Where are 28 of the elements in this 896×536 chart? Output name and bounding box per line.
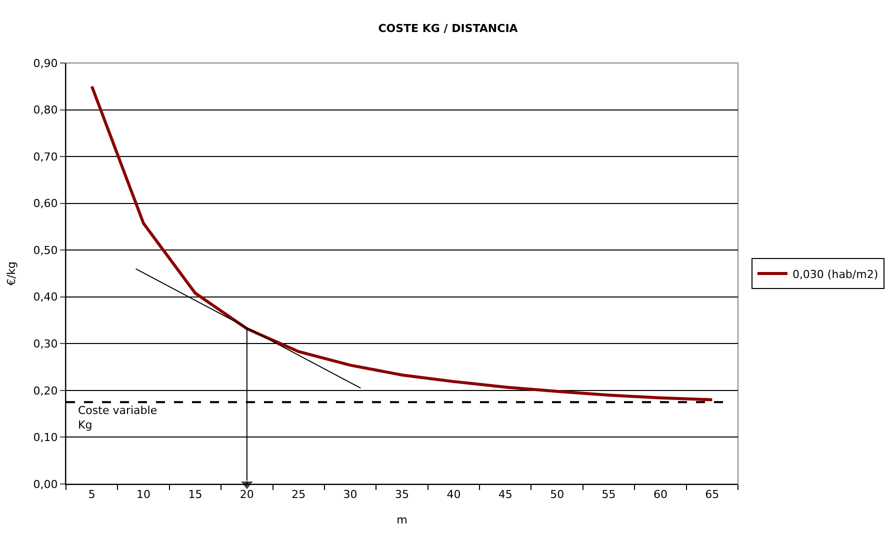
x-tick-label: 20 (240, 488, 254, 502)
y-tick-label: 0,70 (33, 150, 58, 164)
y-tick-label: 0,00 (33, 478, 58, 491)
legend-label: 0,030 (hab/m2) (792, 268, 878, 281)
y-tick-label: 0,40 (33, 290, 58, 304)
y-tick-label: 0,50 (33, 244, 58, 257)
x-tick-label: 5 (88, 488, 96, 502)
ref-line-label: Coste variable Kg (78, 404, 158, 432)
x-tick-label: 25 (292, 488, 306, 502)
y-tick-label: 0,10 (33, 431, 58, 444)
x-tick-label: 15 (188, 488, 202, 502)
x-tick-label: 35 (395, 488, 409, 502)
x-tick-label: 10 (136, 488, 151, 502)
y-tick-label: 0,30 (33, 338, 58, 351)
chart-title: COSTE KG / DISTANCIA (378, 22, 518, 35)
x-tick-label: 40 (446, 488, 461, 502)
x-axis-title: m (396, 513, 408, 526)
x-tick-label: 50 (550, 488, 564, 502)
y-tick-label: 0,90 (33, 56, 58, 70)
x-tick-label: 60 (653, 488, 668, 502)
y-tick-label: 0,20 (33, 384, 58, 398)
x-tick-label: 30 (343, 488, 358, 502)
y-axis-title: €/kg (4, 261, 18, 286)
x-tick-label: 65 (705, 488, 720, 502)
y-tick-label: 0,80 (33, 104, 58, 117)
x-tick-label: 55 (602, 488, 616, 502)
x-tick-label: 45 (498, 488, 512, 502)
y-tick-label: 0,60 (33, 197, 58, 210)
